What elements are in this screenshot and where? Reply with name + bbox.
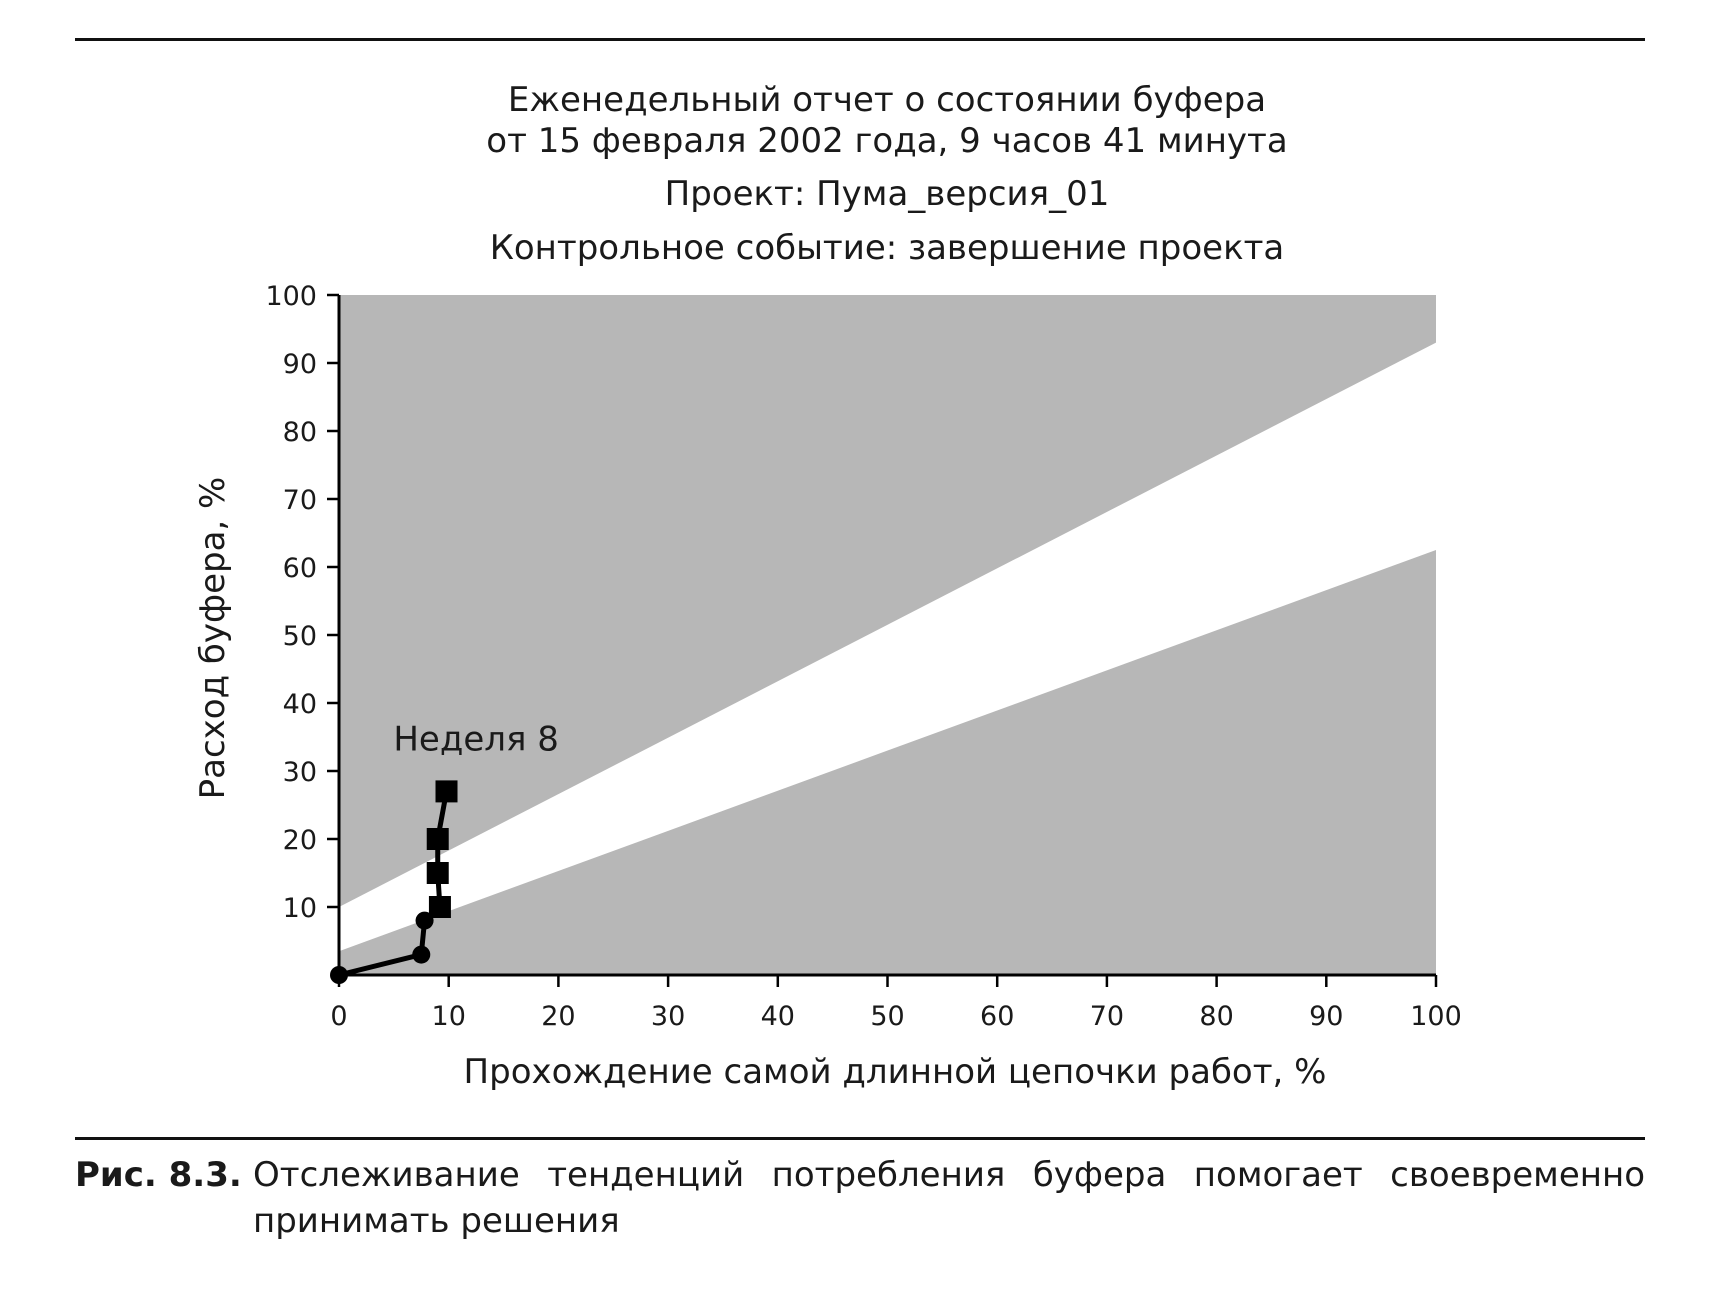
- axes: 0 10 20 30 40 50 60 70 80 90 100 10 20 30 40 50 60 70 80 90…: [265, 281, 1461, 1032]
- buffer-chart: Еженедельный отчет о состоянии буфера от…: [193, 80, 1462, 1092]
- chart-project: Проект: Пума_версия_01: [665, 174, 1110, 214]
- series: [330, 780, 458, 984]
- x-tick-label: 10: [432, 1001, 466, 1032]
- x-tick-label: 0: [330, 1001, 347, 1032]
- chart-title-line-1: Еженедельный отчет о состоянии буфера: [508, 80, 1266, 120]
- chart-titles: Еженедельный отчет о состоянии буфера от…: [486, 80, 1287, 268]
- y-tick-label: 50: [283, 621, 317, 652]
- x-tick-label: 70: [1090, 1001, 1124, 1032]
- y-tick-label: 80: [283, 417, 317, 448]
- y-axis-label: Расход буфера, %: [193, 477, 233, 800]
- caption-rule: [75, 1137, 1645, 1140]
- data-point-circle: [412, 945, 431, 964]
- data-point-square: [426, 828, 449, 850]
- x-tick-label: 20: [541, 1001, 575, 1032]
- x-tick-label: 50: [870, 1001, 904, 1032]
- x-tick-label: 90: [1309, 1001, 1343, 1032]
- y-tick-label: 100: [265, 281, 317, 312]
- chart-milestone: Контрольное событие: завершение проекта: [490, 228, 1285, 268]
- data-point-square: [426, 862, 449, 884]
- x-tick-label: 80: [1199, 1001, 1233, 1032]
- zones: [339, 295, 1436, 975]
- data-point-square: [428, 896, 451, 918]
- chart-title-line-2: от 15 февраля 2002 года, 9 часов 41 мину…: [486, 121, 1287, 161]
- safe-zone-band: [339, 342, 1436, 952]
- y-tick-label: 70: [283, 485, 317, 516]
- x-tick-label: 30: [651, 1001, 685, 1032]
- x-tick-label: 60: [980, 1001, 1014, 1032]
- y-tick-label: 10: [283, 893, 317, 924]
- data-point-circle: [330, 966, 348, 984]
- y-tick-label: 30: [283, 757, 317, 788]
- x-tick-label: 40: [761, 1001, 795, 1032]
- x-axis-label: Прохождение самой длинной цепочки работ,…: [464, 1052, 1327, 1092]
- y-tick-label: 40: [283, 689, 317, 720]
- x-tick-label: 100: [1410, 1001, 1462, 1032]
- y-tick-label: 60: [283, 553, 317, 584]
- y-tick-label: 90: [283, 349, 317, 380]
- annotations: Неделя 8: [393, 720, 559, 760]
- top-rule: [75, 38, 1645, 41]
- data-point-square: [435, 780, 458, 803]
- figure-caption-text: Отслеживание тенденций потребления буфер…: [253, 1155, 1645, 1241]
- figure-label: Рис. 8.3.: [75, 1155, 242, 1195]
- annotation-week-8: Неделя 8: [393, 720, 559, 760]
- y-tick-label: 20: [283, 825, 317, 856]
